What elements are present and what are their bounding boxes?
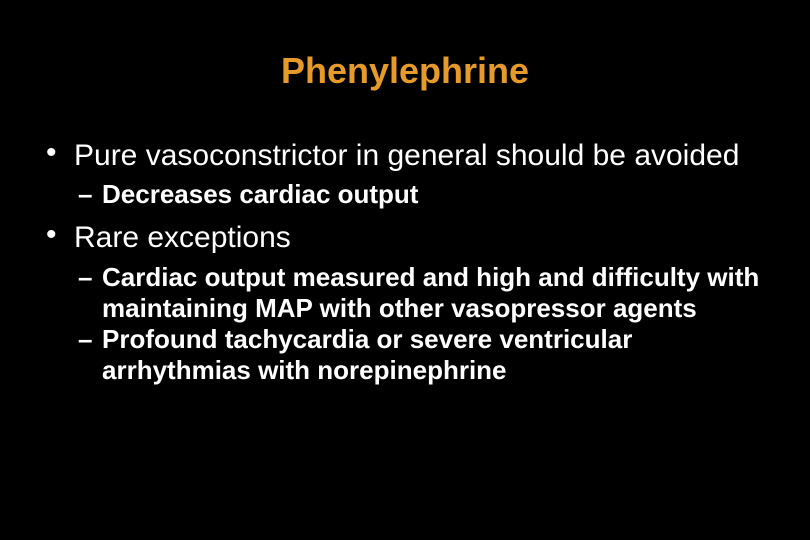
bullet-list-level2: Decreases cardiac output [74, 179, 780, 210]
list-item: Rare exceptions Cardiac output measured … [30, 220, 780, 385]
list-item: Profound tachycardia or severe ventricul… [74, 324, 780, 386]
list-item: Cardiac output measured and high and dif… [74, 262, 780, 324]
bullet-list-level1: Pure vasoconstrictor in general should b… [30, 138, 780, 386]
list-item: Decreases cardiac output [74, 179, 780, 210]
list-item: Pure vasoconstrictor in general should b… [30, 138, 780, 210]
list-item-text: Pure vasoconstrictor in general should b… [74, 139, 739, 172]
list-item-text: Profound tachycardia or severe ventricul… [102, 324, 632, 385]
slide-title: Phenylephrine [30, 50, 780, 92]
list-item-text: Rare exceptions [74, 221, 291, 254]
list-item-text: Decreases cardiac output [102, 179, 418, 209]
list-item-text: Cardiac output measured and high and dif… [102, 262, 759, 323]
bullet-list-level2: Cardiac output measured and high and dif… [74, 262, 780, 386]
slide: Phenylephrine Pure vasoconstrictor in ge… [0, 0, 810, 540]
